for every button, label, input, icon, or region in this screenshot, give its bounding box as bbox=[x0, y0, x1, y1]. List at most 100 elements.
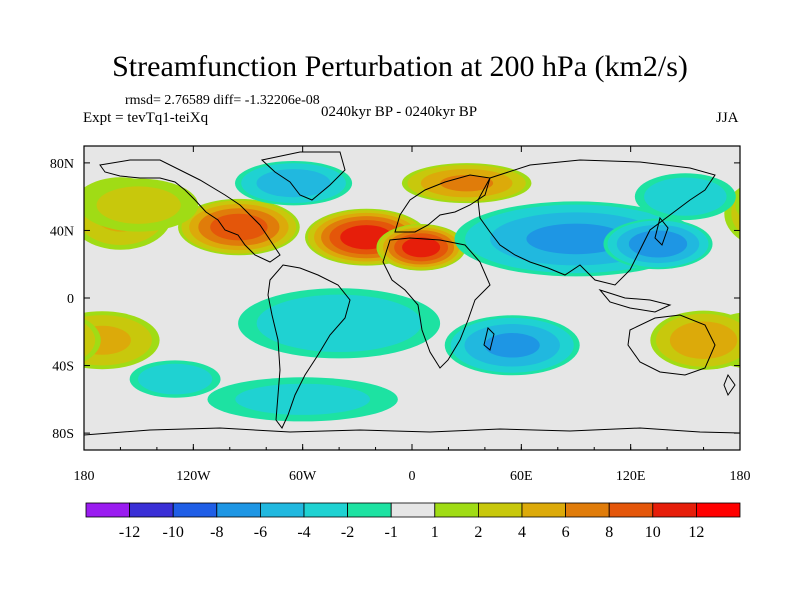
coastline-antarctica bbox=[84, 427, 740, 436]
x-axis: 180 120W 60W 0 60E 120E 180 bbox=[74, 146, 751, 484]
y-axis: 80N 40N 0 40S 80S bbox=[50, 157, 740, 442]
colorbar-swatch bbox=[652, 502, 697, 518]
x-tick-label: 120E bbox=[616, 469, 646, 484]
coastline-asia bbox=[477, 159, 716, 286]
contour-fill bbox=[0, 230, 31, 257]
field-center-3 bbox=[401, 163, 532, 204]
contour-fill bbox=[0, 205, 31, 274]
contour-fill bbox=[84, 323, 96, 358]
coastline-greenland bbox=[260, 151, 346, 201]
coastline-overlay bbox=[84, 151, 740, 436]
season-label: JJA bbox=[716, 110, 739, 126]
field-center-0 bbox=[178, 198, 300, 256]
coastline-japan bbox=[654, 216, 669, 246]
colorbar-label: -6 bbox=[254, 524, 267, 541]
colorbar-swatch bbox=[129, 502, 174, 518]
period-label: 0240kyr BP - 0240kyr BP bbox=[321, 104, 478, 120]
colorbar-label: 8 bbox=[605, 524, 613, 541]
contour-fill bbox=[96, 186, 181, 224]
contour-fill bbox=[235, 383, 370, 415]
contour-fill bbox=[628, 230, 688, 258]
contour-fill bbox=[210, 213, 268, 241]
y-tick-label: 80S bbox=[52, 427, 74, 442]
colorbar-swatch bbox=[303, 502, 348, 518]
contour-fill bbox=[484, 333, 540, 358]
contour-fill bbox=[731, 195, 740, 233]
contour-fill bbox=[786, 360, 800, 397]
contour-fill bbox=[750, 195, 800, 231]
coastline-south-america bbox=[267, 264, 351, 429]
colorbar-label: 12 bbox=[688, 524, 704, 541]
contour-fill bbox=[440, 174, 494, 192]
colorbar: -12 -10 -8 -6 -4 -2 -1 1 2 4 6 8 10 12 bbox=[85, 502, 741, 541]
y-tick-label: 80N bbox=[50, 157, 74, 172]
contour-fill bbox=[0, 201, 41, 276]
colorbar-swatch bbox=[477, 502, 523, 518]
y-tick-label: 40S bbox=[52, 360, 74, 375]
field-center-8 bbox=[235, 160, 353, 206]
colorbar-swatch bbox=[565, 502, 610, 518]
colorbar-swatch bbox=[216, 502, 261, 518]
coastline-africa bbox=[382, 237, 491, 369]
colorbar-label: -8 bbox=[210, 524, 223, 541]
field-center-13 bbox=[129, 360, 800, 398]
colorbar-label: -10 bbox=[163, 524, 184, 541]
field-center-2 bbox=[376, 224, 466, 271]
contour-fill bbox=[0, 221, 52, 268]
colorbar-swatch bbox=[347, 502, 392, 518]
contour-fill bbox=[84, 325, 131, 355]
colorbar-swatch bbox=[390, 502, 436, 518]
coastline-madagascar bbox=[483, 327, 495, 351]
x-tick-label: 0 bbox=[409, 469, 416, 484]
y-tick-label: 0 bbox=[67, 292, 74, 307]
contour-fill bbox=[0, 219, 57, 270]
colorbar-swatch bbox=[608, 502, 654, 518]
colorbar-label: -4 bbox=[297, 524, 310, 541]
chart-title: Streamfunction Perturbation at 200 hPa (… bbox=[112, 50, 688, 83]
field-center-15 bbox=[0, 173, 736, 221]
colorbar-swatch bbox=[85, 502, 130, 518]
contour-fill bbox=[14, 322, 81, 359]
contour-fill bbox=[794, 364, 800, 395]
colorbar-swatch bbox=[172, 502, 218, 518]
x-tick-label: 60E bbox=[510, 469, 533, 484]
colorbar-swatch bbox=[521, 502, 566, 518]
colorbar-label: -1 bbox=[385, 524, 398, 541]
field-center-10 bbox=[0, 218, 713, 270]
field-center-5 bbox=[84, 178, 740, 232]
colorbar-label: 4 bbox=[518, 524, 526, 541]
contour-fill bbox=[0, 178, 71, 216]
contour-fill bbox=[256, 169, 331, 198]
coastline-indonesia bbox=[598, 289, 672, 313]
coastline-australia bbox=[627, 314, 716, 376]
contour-fill bbox=[0, 173, 80, 220]
colorbar-label: -12 bbox=[119, 524, 140, 541]
coastline-europe bbox=[394, 174, 491, 233]
colorbar-swatch bbox=[696, 502, 741, 518]
field-center-7 bbox=[14, 310, 740, 370]
x-tick-label: 180 bbox=[74, 469, 95, 484]
streamfunction-field bbox=[0, 160, 800, 422]
contour-fill bbox=[735, 194, 740, 216]
contour-fill bbox=[669, 321, 738, 359]
field-center-11 bbox=[238, 288, 441, 359]
contour-fill bbox=[256, 294, 422, 352]
stats-label: rmsd= 2.76589 diff= -1.32206e-08 bbox=[125, 93, 320, 108]
contour-fill bbox=[644, 177, 727, 216]
experiment-label: Expt = tevTq1-teiXq bbox=[83, 110, 209, 126]
y-tick-label: 40N bbox=[50, 224, 74, 239]
field-center-12 bbox=[444, 315, 580, 376]
x-tick-label: 60W bbox=[289, 469, 317, 484]
colorbar-label: 1 bbox=[431, 524, 439, 541]
colorbar-label: 2 bbox=[474, 524, 482, 541]
contour-fill bbox=[0, 212, 6, 265]
x-tick-label: 180 bbox=[730, 469, 751, 484]
coastline-north-america bbox=[99, 159, 281, 263]
colorbar-swatch bbox=[434, 502, 479, 518]
contour-fill bbox=[0, 225, 43, 263]
colorbar-label: 10 bbox=[645, 524, 661, 541]
contour-fill bbox=[138, 363, 213, 395]
contour-fill bbox=[402, 237, 441, 258]
field-center-14 bbox=[207, 377, 398, 422]
